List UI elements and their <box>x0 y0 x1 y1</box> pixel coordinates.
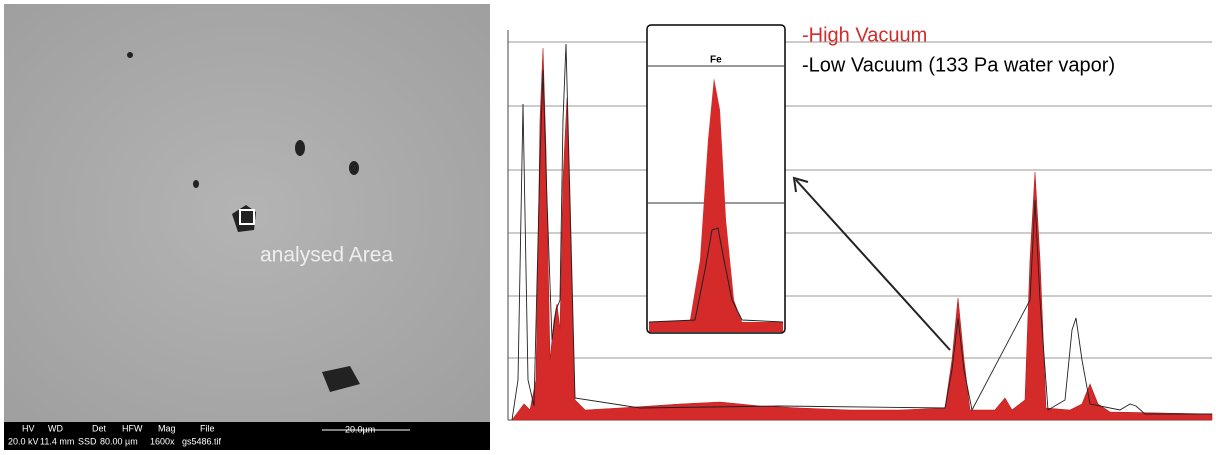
low-vacuum-spectrum <box>511 43 1212 421</box>
databar-value: 80.00 µm <box>100 436 138 446</box>
high-vacuum-spectrum <box>511 47 1213 421</box>
databar-header: Det <box>92 423 107 433</box>
particles <box>127 52 360 392</box>
databar-value: 1600x <box>150 436 175 446</box>
databar-header: File <box>200 423 215 433</box>
databar <box>4 422 490 450</box>
arrow-head <box>792 176 809 193</box>
databar-value: SSD <box>78 436 97 446</box>
databar-header: HFW <box>122 423 143 433</box>
inset-low-vacuum <box>648 227 784 323</box>
legend-entry: -High Vacuum <box>802 24 927 46</box>
scale-label: 20.0µm <box>345 424 375 434</box>
databar-header: WD <box>48 423 63 433</box>
inset-label: Fe <box>710 55 722 66</box>
inset-high-vacuum <box>649 78 783 332</box>
annotation: analysed Area <box>260 244 393 267</box>
databar-header: HV <box>22 423 35 433</box>
databar-value: 20.0 kV <box>8 436 39 446</box>
databar-value: gs5486.tif <box>182 436 222 446</box>
arrow <box>795 179 951 351</box>
analysis-box <box>239 209 255 225</box>
databar-text: HV WD Det HFW Mag File 20.0 kV 11.4 mm S… <box>8 423 410 446</box>
legend-entry: -Low Vacuum (133 Pa water vapor) <box>802 54 1115 76</box>
spectrum-grid <box>507 30 1212 421</box>
databar-value: 11.4 mm <box>40 436 74 446</box>
databar-header: Mag <box>158 423 176 433</box>
